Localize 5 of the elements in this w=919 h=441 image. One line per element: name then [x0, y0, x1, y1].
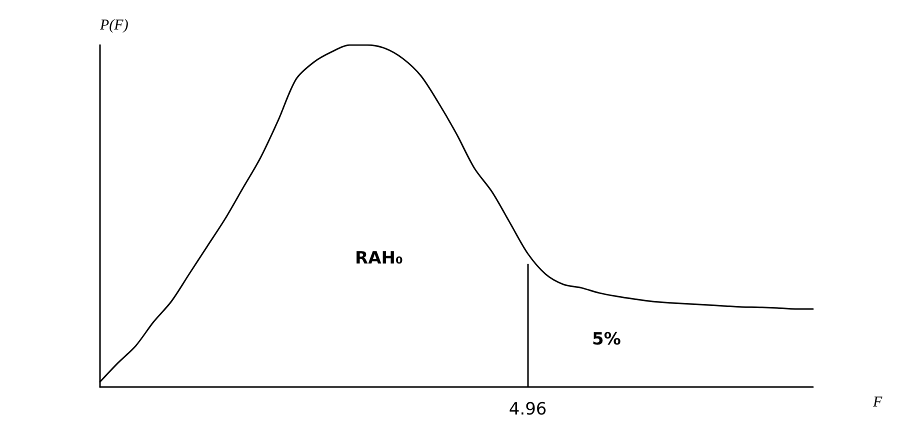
annotation: 5%	[592, 330, 621, 350]
annotation: RAH₀	[355, 248, 403, 268]
x-axis-title: F	[872, 394, 883, 410]
text: 4.96	[508, 400, 547, 420]
y-axis-title: P(F)	[99, 18, 128, 34]
